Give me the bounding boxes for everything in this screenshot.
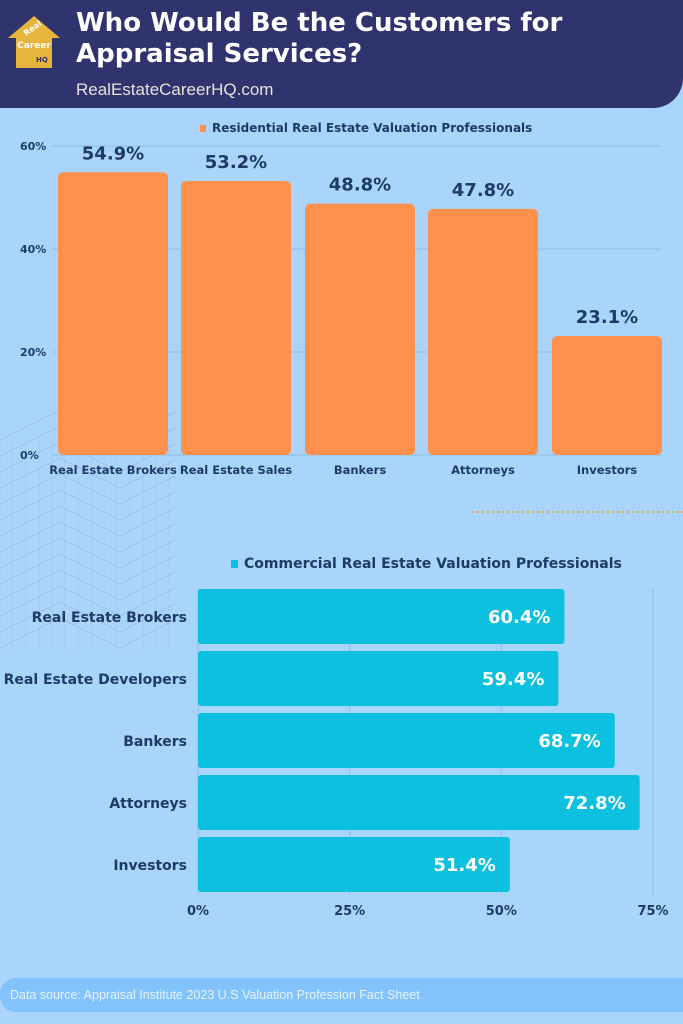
x-tick-label: 50% [486,904,517,919]
x-tick-label: 75% [637,904,668,919]
svg-text:Career: Career [17,41,51,51]
bar-investors [552,336,662,455]
page-title: Who Would Be the Customers for Appraisal… [76,8,563,69]
pattern-line [0,441,176,473]
legend-residential: Residential Real Estate Valuation Profes… [200,121,532,135]
data-label: 54.9% [82,143,144,164]
y-tick-label: Investors [113,858,187,874]
pattern-line [0,521,176,553]
bar-bankers [198,713,615,768]
pattern-line [0,505,176,537]
legend-commercial: Commercial Real Estate Valuation Profess… [231,556,622,572]
data-label: 51.4% [433,855,495,876]
legend-swatch [200,124,206,132]
logo: Career Real HQ [6,14,62,70]
data-label: 72.8% [563,793,625,814]
data-label: 68.7% [538,731,600,752]
y-tick-label: Real Estate Brokers [32,610,187,626]
x-tick-label: Real Estate Sales [180,463,292,477]
x-tick-label: Real Estate Brokers [49,463,177,477]
legend-swatch [231,560,238,568]
y-tick-label: 60% [20,140,46,153]
data-label: 23.1% [576,307,638,328]
y-tick-label: Real Estate Developers [4,672,187,688]
bar-real-estate-brokers [198,589,565,644]
pattern-line [0,569,176,601]
pattern-line [0,537,176,569]
x-tick-label: 0% [187,904,209,919]
bar-attorneys [428,208,538,455]
pattern-line [0,457,176,489]
bar-real-estate-brokers [58,172,168,455]
bar-investors [198,837,510,892]
y-tick-label: 40% [20,243,46,256]
header: Career Real HQ Who Would Be the Customer… [0,0,683,108]
footer-source: Data source: Appraisal Institute 2023 U.… [0,978,683,1012]
y-tick-label: 0% [20,449,39,462]
bar-real-estate-developers [198,651,559,706]
x-tick-label: 25% [334,904,365,919]
x-tick-label: Attorneys [451,463,515,477]
svg-text:HQ: HQ [36,56,48,64]
bar-real-estate-sales [181,181,291,455]
bar-bankers [305,203,415,455]
data-label: 48.8% [329,175,391,196]
pattern-line [0,585,176,617]
y-tick-label: 20% [20,346,46,359]
legend-label: Residential Real Estate Valuation Profes… [212,121,533,135]
pattern-line [0,473,176,505]
x-tick-label: Bankers [334,463,387,477]
y-tick-label: Bankers [123,734,187,750]
data-label: 53.2% [205,152,267,173]
data-label: 59.4% [482,669,544,690]
x-tick-label: Investors [577,463,638,477]
pattern-line [0,617,176,649]
data-label: 60.4% [488,607,550,628]
source-text: Data source: Appraisal Institute 2023 U.… [10,988,420,1002]
site-url: RealEstateCareerHQ.com [76,80,274,99]
legend-label: Commercial Real Estate Valuation Profess… [244,556,622,572]
pattern-line [0,553,176,585]
pattern-line [0,601,176,633]
bar-attorneys [198,775,640,830]
y-tick-label: Attorneys [109,796,187,812]
pattern-line [0,489,176,521]
data-label: 47.8% [452,180,514,201]
